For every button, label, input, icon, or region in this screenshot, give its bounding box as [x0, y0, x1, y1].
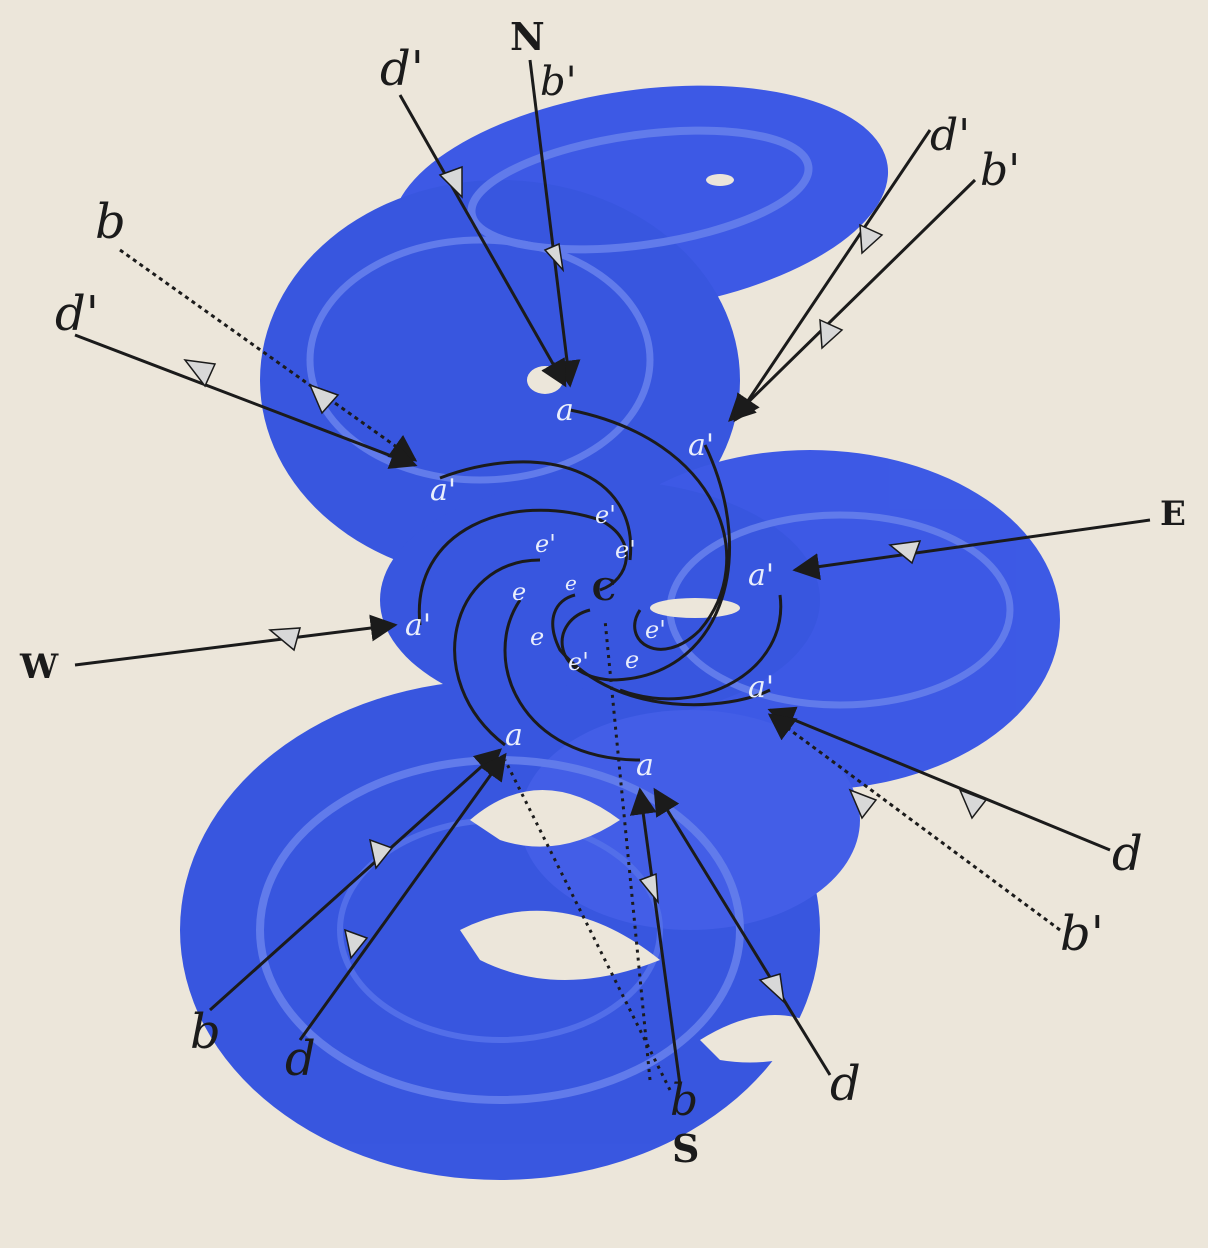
label-a-north: a: [556, 393, 574, 428]
feather: [819, 318, 844, 350]
spiral-arc: [503, 599, 641, 762]
label-b-south: b: [670, 1075, 698, 1126]
wash-streak: [467, 126, 813, 254]
spiral-arc: [551, 593, 771, 707]
label-a-south: a: [636, 748, 654, 783]
feather: [543, 242, 565, 273]
label-d-prime-top-right: d': [930, 110, 970, 161]
label-a-prime-w: a': [405, 608, 431, 643]
label-e-1: e: [512, 578, 526, 606]
south-label: S: [672, 1126, 699, 1171]
wash-blob-center: [380, 480, 820, 720]
label-e-2: e: [565, 571, 577, 595]
feather: [438, 165, 463, 199]
label-d-bottom-right: d: [830, 1056, 861, 1112]
label-a-prime-ne: a': [688, 428, 714, 463]
feather: [958, 788, 988, 820]
label-d-bottom-left: d: [285, 1031, 316, 1087]
north-label: N: [510, 14, 545, 59]
feather: [848, 788, 878, 820]
label-b-prime-right: b': [1060, 906, 1104, 962]
label-a-sw: a: [505, 718, 523, 753]
label-a-prime-nw: a': [430, 473, 456, 508]
west-label: W: [19, 647, 59, 687]
outer-labels: d' b' d' b' b d' d b' b d b d: [55, 41, 1143, 1126]
label-e-4: e: [625, 646, 639, 674]
spiral-arc: [417, 508, 628, 626]
wash-blob-lower-right: [520, 710, 860, 930]
label-e-prime-2: e': [535, 530, 556, 558]
dotted-line-center: [603, 619, 652, 1081]
spiral-arc: [560, 444, 732, 682]
label-b-prime-top-right: b': [980, 145, 1020, 196]
feather: [368, 838, 394, 870]
arrow-north: [528, 59, 581, 388]
spiral-arc: [439, 460, 633, 561]
feather: [758, 973, 786, 1004]
spiral-arc: [619, 594, 783, 701]
label-d-prime-top: d': [380, 41, 424, 97]
wash-gap: [700, 1015, 840, 1063]
dotted-line-south: [503, 759, 672, 1091]
feather: [638, 872, 659, 905]
arrow-d-prime-left: [74, 333, 418, 469]
inner-labels: a a' a' a' a' a' a a e' e' e' e e e e' e…: [405, 393, 774, 783]
compass-labels: N S E W C: [19, 14, 1186, 1171]
label-e-prime-3: e': [615, 536, 636, 564]
feather: [268, 627, 302, 652]
spiral-arc: [453, 558, 541, 747]
arrow-b-prime-top-right: [728, 178, 977, 422]
label-a-prime-se: a': [748, 670, 774, 705]
label-e-3: e: [530, 623, 544, 651]
label-d-prime-left: d': [55, 286, 99, 342]
spiral-paths: [417, 408, 783, 762]
wash-gap: [650, 598, 740, 618]
east-label: E: [1160, 494, 1186, 534]
feather: [343, 928, 369, 960]
wash-blob-upper-left: [260, 180, 740, 580]
arrow-b-south: [629, 787, 682, 1086]
wash-gap: [470, 790, 620, 847]
label-a-prime-e: a': [748, 558, 774, 593]
label-e-prime-1: e': [595, 501, 616, 529]
arrow-b-bottom-left: [208, 748, 503, 1012]
wind-arrows: [74, 59, 1151, 1091]
wash-gap: [706, 174, 734, 186]
wash-gap: [460, 910, 660, 980]
center-label: C: [592, 573, 616, 608]
arrow-west: [74, 614, 398, 667]
arrow-feathers: [183, 165, 988, 1004]
arrow-d-bottom-right: [653, 787, 832, 1076]
arrow-d-prime-top: [398, 94, 567, 388]
arrow-d-prime-top-right: [733, 129, 932, 423]
arrow-d-right: [767, 706, 1111, 852]
label-b-left: b: [95, 194, 126, 250]
feather: [183, 359, 217, 388]
label-d-right: d: [1112, 826, 1143, 882]
feather: [888, 540, 922, 565]
arrow-d-bottom-left: [298, 752, 507, 1041]
arrow-east: [792, 518, 1151, 580]
feather: [859, 223, 884, 255]
label-e-prime-4: e': [645, 616, 666, 644]
spiral-arc: [569, 408, 729, 651]
label-b-bottom-left: b: [190, 1004, 221, 1060]
label-b-prime-top: b': [540, 59, 577, 105]
wash-streak: [306, 236, 654, 484]
label-e-prime-5: e': [568, 648, 589, 676]
feather: [308, 383, 340, 415]
